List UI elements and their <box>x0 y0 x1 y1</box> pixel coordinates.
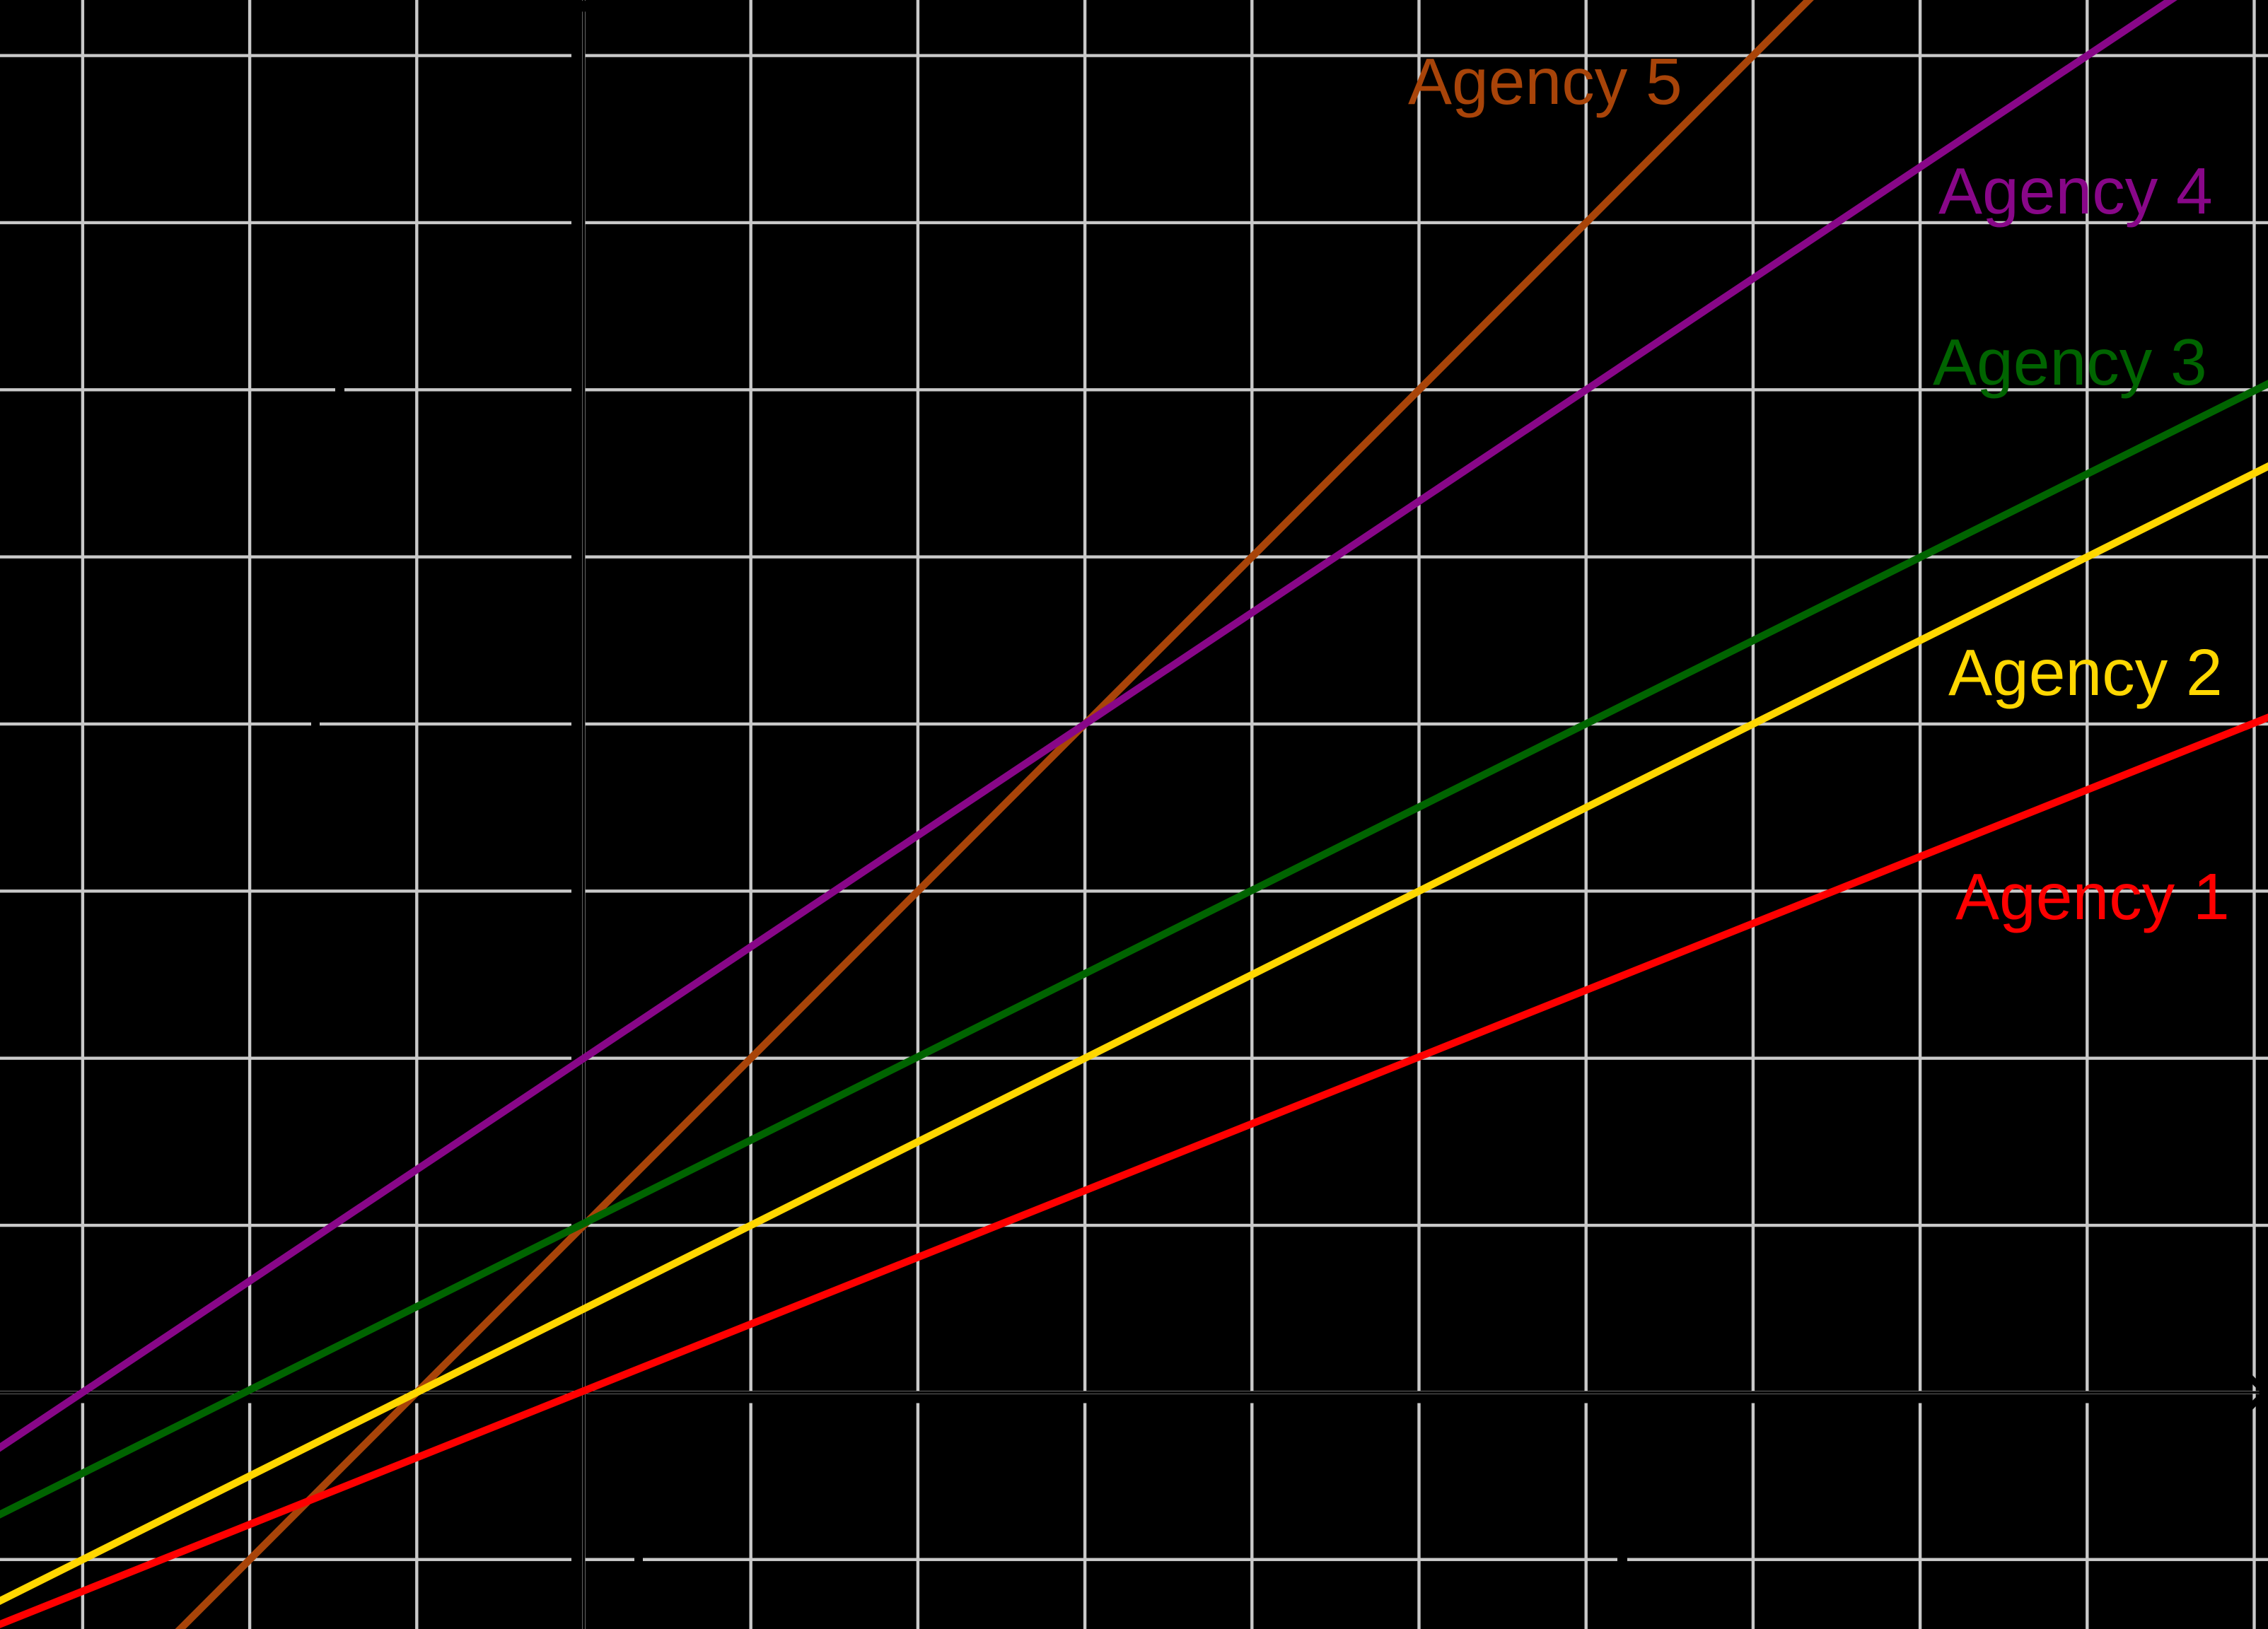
svg-text:Agency 3: Agency 3 <box>1933 325 2207 399</box>
svg-text:Agency 4: Agency 4 <box>1938 154 2213 228</box>
svg-text:Agency 5: Agency 5 <box>1408 45 1682 118</box>
svg-text:Agency 2: Agency 2 <box>1948 636 2223 709</box>
svg-text:Agency 1: Agency 1 <box>1955 860 2230 933</box>
